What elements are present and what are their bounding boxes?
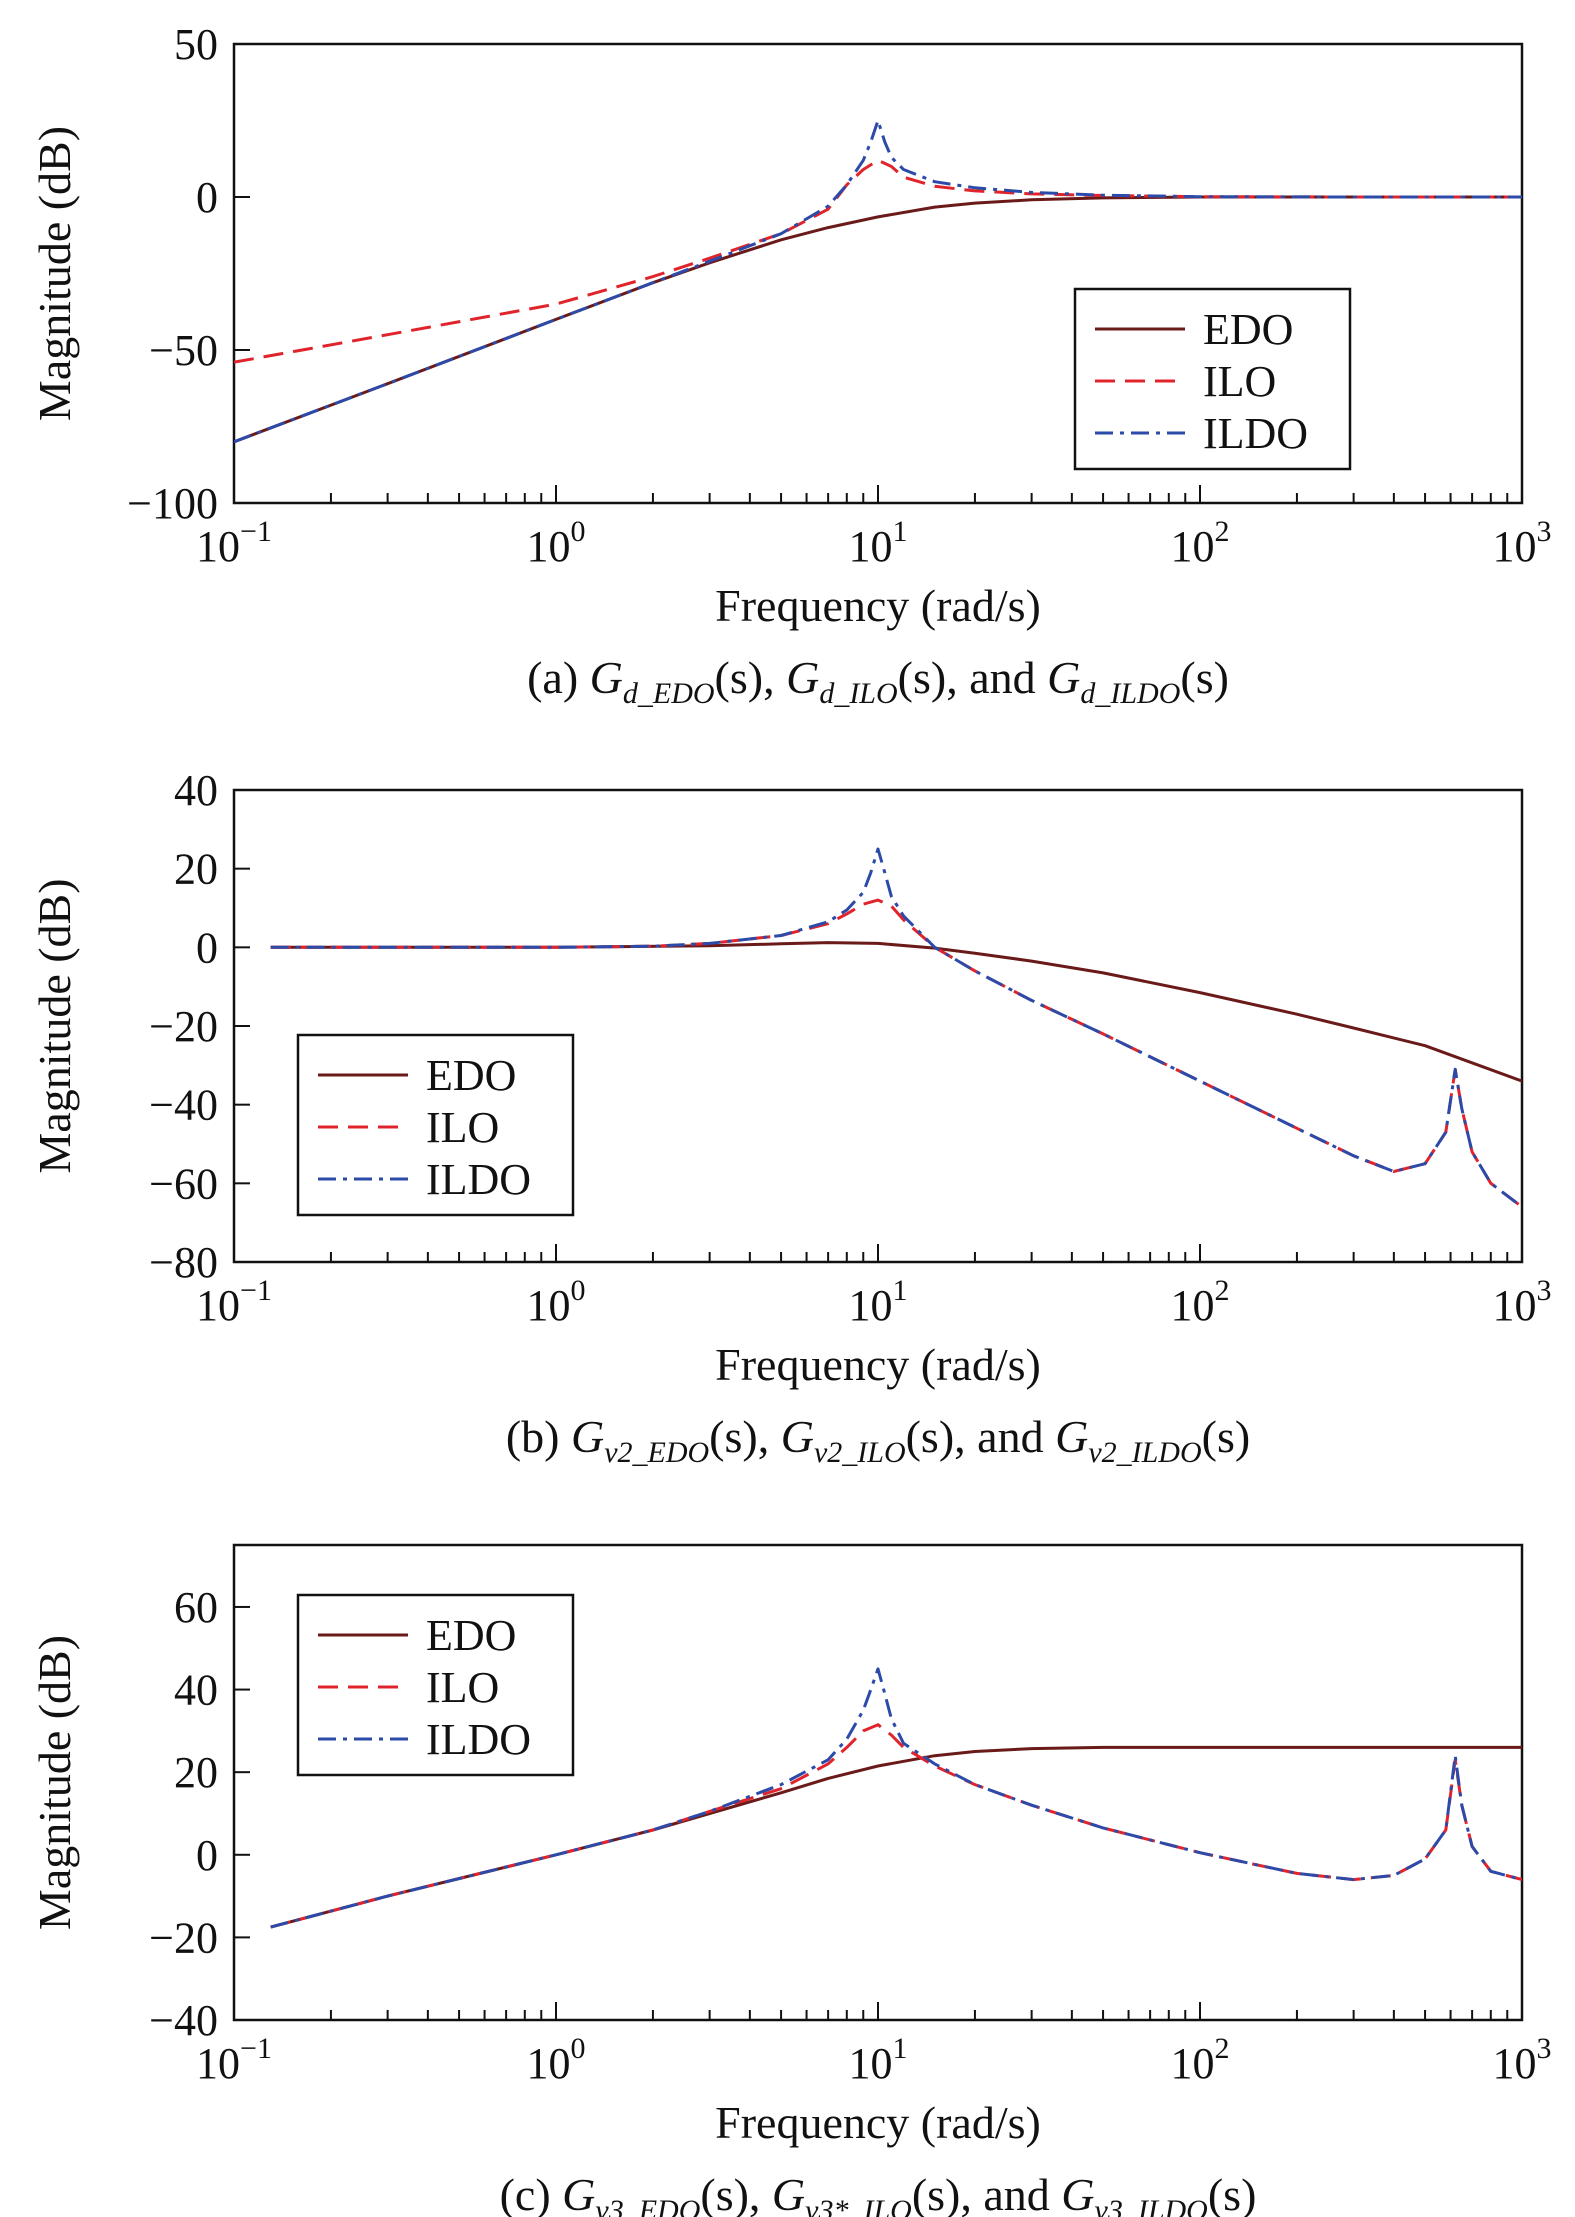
- x-axis-title: Frequency (rad/s): [715, 2097, 1041, 2148]
- series-line-edo: [270, 941, 1522, 1083]
- legend-label-ilo: ILO: [1203, 357, 1276, 406]
- y-tick-label: −40: [149, 1081, 218, 1130]
- x-tick-label: 103: [1493, 1274, 1552, 1330]
- x-tick-label: 100: [527, 515, 586, 571]
- legend-label-ildo: ILDO: [1203, 409, 1308, 458]
- panel-caption: (a) Gd_EDO(s), Gd_ILO(s), and Gd_ILDO(s): [527, 652, 1229, 710]
- legend-label-edo: EDO: [426, 1611, 516, 1660]
- y-tick-label: −20: [149, 1913, 218, 1962]
- x-tick-label: 101: [849, 1274, 908, 1330]
- y-tick-label: −60: [149, 1159, 218, 1208]
- y-tick-label: 0: [196, 1831, 218, 1880]
- legend-label-ildo: ILDO: [426, 1715, 531, 1764]
- x-tick-label: 10−1: [196, 515, 272, 571]
- y-axis-title: Magnitude (dB): [29, 878, 80, 1173]
- x-tick-label: 102: [1171, 515, 1230, 571]
- panel-caption: (b) Gv2_EDO(s), Gv2_ILO(s), and Gv2_ILDO…: [506, 1411, 1250, 1469]
- panel-b: 10−1 100 101 102 103 −80 −60 −40 −20 0 20 40 Frequen…: [29, 766, 1552, 1469]
- x-tick-label: 100: [527, 2032, 586, 2088]
- y-tick-label: −50: [149, 326, 218, 375]
- y-tick-label: 50: [174, 20, 218, 69]
- y-tick-label: 60: [174, 1583, 218, 1632]
- x-tick-label: 10−1: [196, 2032, 272, 2088]
- y-tick-label: −20: [149, 1002, 218, 1051]
- series-line-ilo: [270, 1723, 1522, 1929]
- legend-box: [296, 1593, 575, 1777]
- x-tick-label: 101: [849, 515, 908, 571]
- legend-label-ildo: ILDO: [426, 1155, 531, 1204]
- y-axis-title: Magnitude (dB): [29, 126, 80, 421]
- legend-label-edo: EDO: [1203, 305, 1293, 354]
- legend-label-edo: EDO: [426, 1051, 516, 1100]
- series-line-ildo: [234, 119, 1522, 444]
- x-tick-label: 102: [1171, 1274, 1230, 1330]
- y-tick-label: 40: [174, 766, 218, 815]
- x-tick-label: 101: [849, 2032, 908, 2088]
- panel-c: 10−1 100 101 102 103 −40 −20 0 20 40 60 Frequency (…: [29, 1543, 1552, 2217]
- series-line-edo: [234, 195, 1522, 444]
- series-line-ildo: [270, 847, 1522, 1209]
- x-tick-label: 102: [1171, 2032, 1230, 2088]
- panel-caption: (c) Gv3_EDO(s), Gv3*_ILO(s), and Gv3_ILD…: [500, 2169, 1257, 2217]
- x-axis-title: Frequency (rad/s): [715, 1339, 1041, 1390]
- y-tick-label: −80: [149, 1238, 218, 1287]
- y-tick-label: −100: [127, 479, 218, 528]
- y-tick-label: 20: [174, 1748, 218, 1797]
- series-line-ildo: [270, 1667, 1522, 1929]
- y-tick-label: 20: [174, 845, 218, 894]
- panel-a: 10−1 100 101 102 103 −100 −50 0 50 Frequency (rad…: [29, 20, 1552, 710]
- y-tick-label: 40: [174, 1666, 218, 1715]
- y-tick-label: 0: [196, 923, 218, 972]
- y-tick-label: 0: [196, 173, 218, 222]
- legend-label-ilo: ILO: [426, 1663, 499, 1712]
- x-tick-label: 103: [1493, 2032, 1552, 2088]
- x-tick-label: 100: [527, 1274, 586, 1330]
- y-axis-title: Magnitude (dB): [29, 1635, 80, 1930]
- y-tick-label: −40: [149, 1996, 218, 2045]
- legend-label-ilo: ILO: [426, 1103, 499, 1152]
- x-tick-label: 103: [1493, 515, 1552, 571]
- legend-box: [296, 1033, 575, 1217]
- x-tick-label: 10−1: [196, 1274, 272, 1330]
- x-axis-title: Frequency (rad/s): [715, 580, 1041, 631]
- legend-box: [1073, 287, 1352, 471]
